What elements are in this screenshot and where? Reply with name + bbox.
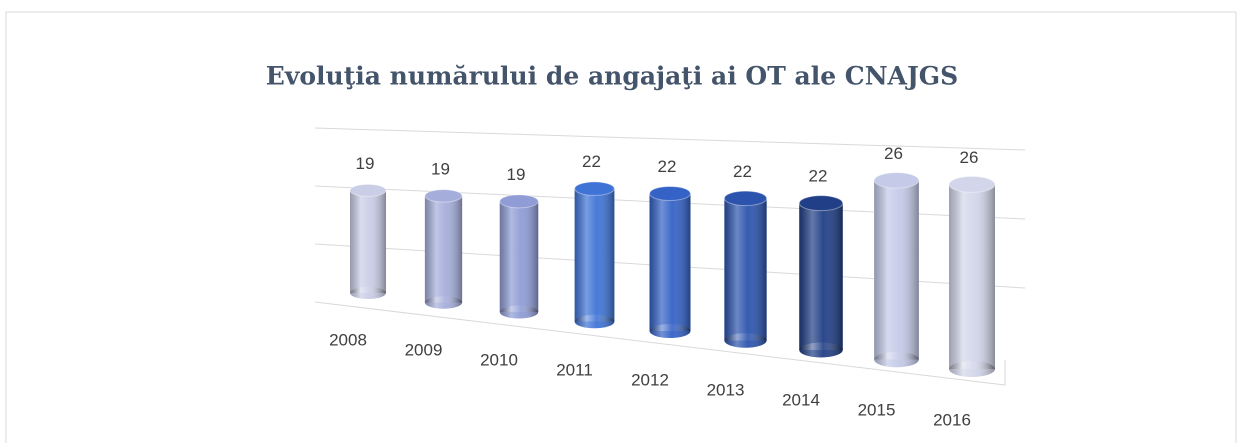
x-tick-label: 2013	[707, 380, 745, 399]
bar-top	[424, 189, 463, 203]
bar-shade	[499, 201, 539, 312]
bar-top	[574, 181, 615, 196]
x-tick-label: 2009	[405, 340, 443, 359]
bar-top	[723, 190, 768, 207]
bar-shade	[724, 198, 767, 341]
x-tick-label: 2015	[858, 400, 896, 419]
bar-shade	[424, 195, 463, 303]
value-label: 22	[733, 162, 752, 181]
value-label: 22	[582, 152, 601, 171]
bar-shade	[574, 188, 615, 322]
bar-top	[948, 175, 996, 193]
value-label: 19	[431, 159, 450, 178]
x-tick-label: 2008	[329, 330, 367, 349]
chart-title: Evoluţia numărului de angajaţi ai OT ale…	[266, 62, 958, 91]
bar-top	[499, 194, 539, 209]
x-tick-label: 2014	[782, 390, 820, 409]
bar-top	[873, 172, 920, 189]
value-label: 22	[658, 157, 677, 176]
chart-frame	[5, 11, 1237, 443]
x-tick-label: 2012	[631, 370, 669, 389]
value-label: 22	[809, 167, 828, 186]
value-label: 19	[507, 165, 526, 184]
bar-shade	[649, 193, 691, 331]
bar-shade	[949, 184, 995, 369]
x-tick-label: 2010	[480, 350, 518, 369]
bar-top	[349, 183, 387, 197]
x-tick-label: 2011	[556, 360, 593, 379]
bar-top	[649, 186, 691, 201]
x-tick-label: 2016	[933, 410, 971, 429]
bar-shade	[874, 180, 919, 360]
value-label: 26	[960, 148, 979, 167]
bar-shade	[350, 190, 386, 293]
value-label: 19	[356, 154, 375, 173]
bar-top	[798, 195, 844, 212]
value-label: 26	[884, 144, 903, 163]
bar-shade	[799, 203, 843, 350]
